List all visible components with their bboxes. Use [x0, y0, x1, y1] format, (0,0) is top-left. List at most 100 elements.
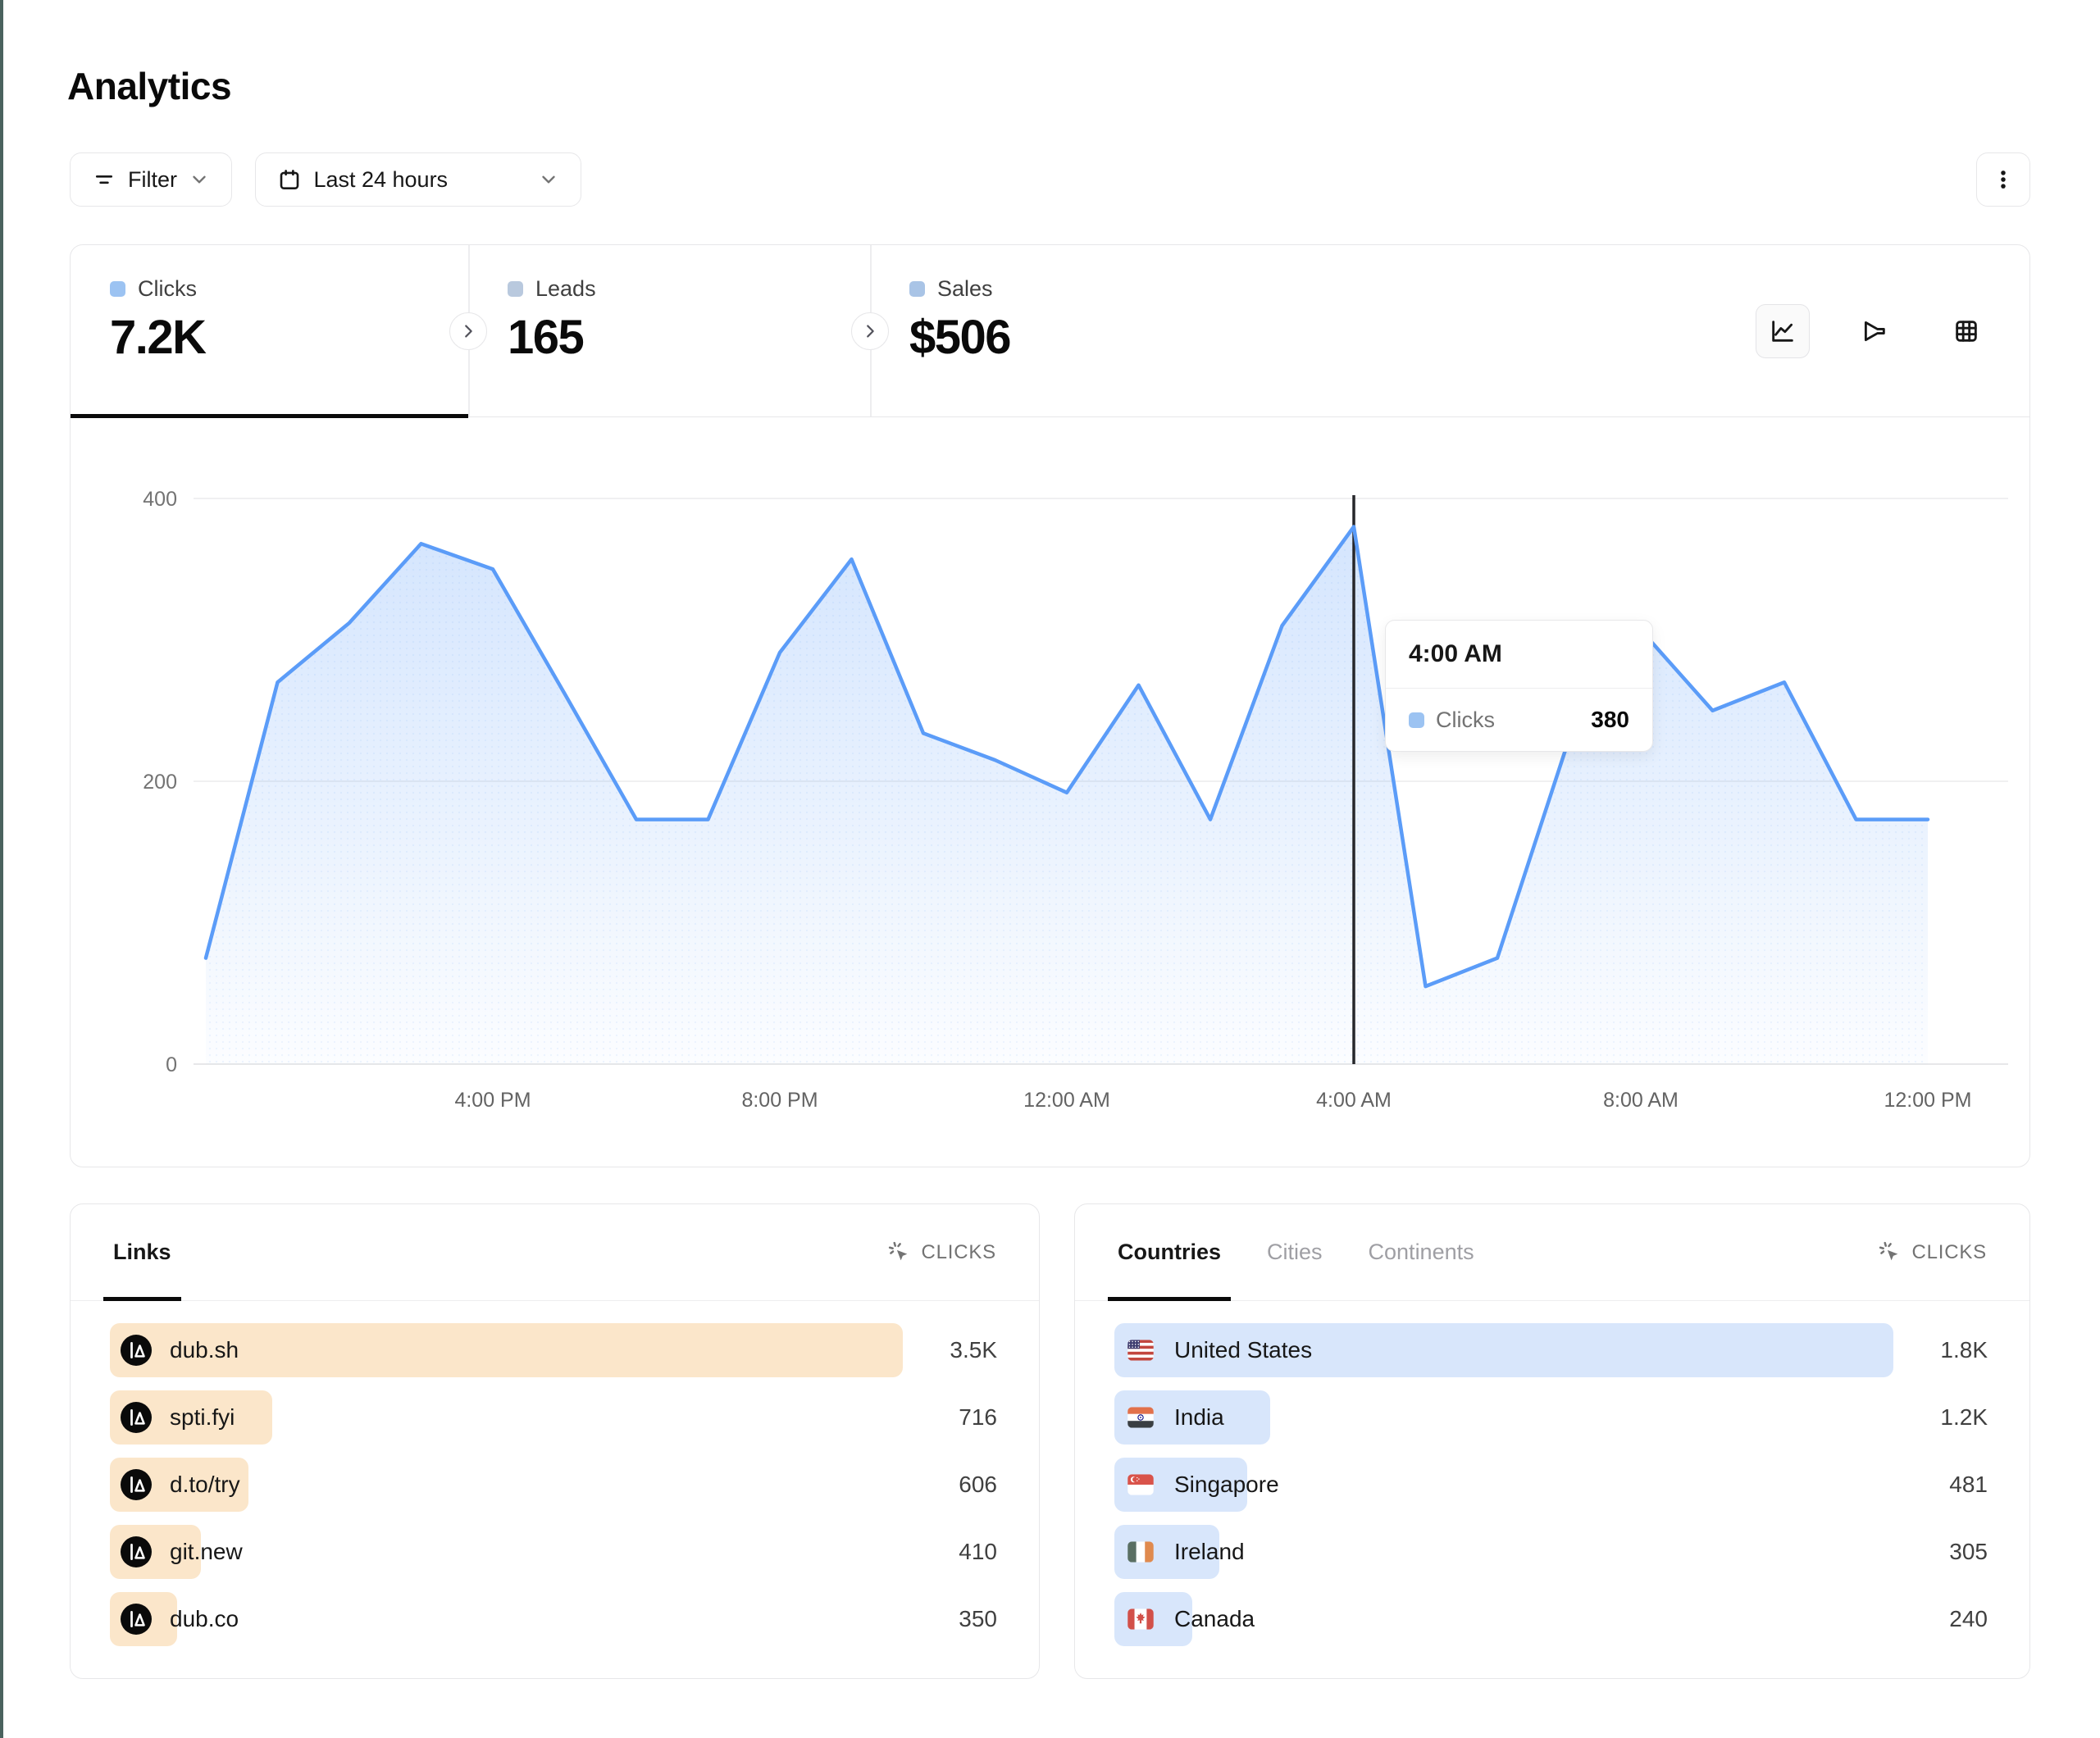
bar-row-value: 716 — [959, 1404, 997, 1430]
ie-flag-icon — [1125, 1536, 1156, 1567]
chevron-right-icon — [465, 325, 472, 338]
dub-logo-icon — [121, 1604, 152, 1635]
link-row[interactable]: dub.sh 3.5K — [110, 1323, 997, 1377]
bar-row-label: d.to/try — [170, 1472, 240, 1497]
tab-countries[interactable]: Countries — [1107, 1204, 1232, 1301]
link-row[interactable]: dub.co 350 — [110, 1592, 997, 1646]
expand-leads-button[interactable] — [449, 312, 487, 350]
bar-row-value: 1.8K — [1940, 1337, 1988, 1363]
tab-countries-label: Countries — [1118, 1240, 1222, 1264]
table-view-button[interactable] — [1939, 304, 1993, 358]
more-options-button[interactable] — [1976, 152, 2030, 207]
bar-row-value: 350 — [959, 1606, 997, 1631]
chevron-down-icon — [538, 169, 559, 190]
tab-cities-label: Cities — [1267, 1240, 1323, 1264]
link-row[interactable]: spti.fyi 716 — [110, 1390, 997, 1445]
tooltip-time: 4:00 AM — [1386, 621, 1652, 689]
countries-rows: United States 1.8K India 1.2K Singapore 481 Ir… — [1075, 1323, 2029, 1659]
country-row[interactable]: Canada 240 — [1114, 1592, 1988, 1646]
dub-logo-icon — [121, 1335, 152, 1366]
filter-button[interactable]: Filter — [70, 152, 232, 207]
bar-row-value: 606 — [959, 1472, 997, 1497]
bar-row-label: Ireland — [1174, 1539, 1245, 1564]
filter-icon — [92, 167, 116, 192]
tab-links[interactable]: Links — [103, 1204, 180, 1301]
funnel-icon — [1864, 321, 1885, 342]
clicks-timeseries-chart[interactable]: 0 200 400 4:00 PM 8:00 PM 12:00 AM 4:00 AM 8:00… — [71, 417, 2031, 1168]
links-panel-header: Links CLICKS — [71, 1204, 1039, 1301]
countries-panel: Countries Cities Continents CLICKS Unite… — [1074, 1203, 2030, 1679]
links-metric-label: CLICKS — [921, 1240, 996, 1263]
line-chart-icon — [1772, 321, 1793, 342]
funnel-view-button[interactable] — [1847, 304, 1902, 358]
stats-header: Clicks 7.2K Leads 165 Sales $506 — [71, 245, 2029, 418]
links-metric-sort[interactable]: CLICKS — [887, 1240, 997, 1265]
bar-row-value: 1.2K — [1940, 1404, 1988, 1430]
links-panel: Links CLICKS dub.sh 3.5K spti.fyi 716 d.to/t… — [70, 1203, 1040, 1679]
country-row[interactable]: Singapore 481 — [1114, 1458, 1988, 1512]
stat-value: 165 — [508, 311, 585, 364]
bar-row-label: dub.co — [170, 1606, 239, 1631]
sg-flag-icon — [1125, 1469, 1156, 1500]
stat-tab-sales[interactable]: Sales $506 — [870, 245, 1296, 416]
bar-row-label: United States — [1174, 1337, 1313, 1363]
stat-value: $506 — [909, 311, 1012, 364]
area-chart-svg: 0 200 400 4:00 PM 8:00 PM 12:00 AM 4:00 AM 8:00… — [143, 488, 2008, 1112]
dub-logo-icon — [121, 1469, 152, 1500]
stat-tab-leads[interactable]: Leads 165 — [468, 245, 870, 416]
bar-row-value: 481 — [1949, 1472, 1988, 1497]
dub-logo-icon — [121, 1536, 152, 1567]
tooltip-value: 380 — [1591, 707, 1629, 732]
y-axis-tick: 200 — [143, 771, 177, 794]
bar-row-value: 305 — [1949, 1539, 1988, 1564]
countries-metric-sort[interactable]: CLICKS — [1878, 1240, 1988, 1265]
dub-logo-icon — [121, 1402, 152, 1433]
stat-label: Sales — [937, 276, 993, 301]
ca-flag-icon — [1125, 1604, 1156, 1635]
country-row[interactable]: United States 1.8K — [1114, 1323, 1988, 1377]
y-axis-tick: 400 — [143, 488, 177, 511]
tab-continents-label: Continents — [1368, 1240, 1474, 1264]
countries-panel-header: Countries Cities Continents CLICKS — [1075, 1204, 2029, 1301]
analytics-chart-card: Clicks 7.2K Leads 165 Sales $506 — [70, 244, 2030, 1167]
bar-fill — [110, 1323, 903, 1377]
stat-tab-clicks[interactable]: Clicks 7.2K — [71, 245, 468, 418]
links-rows: dub.sh 3.5K spti.fyi 716 d.to/try 606 git.new 4… — [71, 1323, 1039, 1659]
cursor-click-icon — [888, 1241, 907, 1260]
bar-fill — [1114, 1323, 1893, 1377]
bar-row-value: 240 — [1949, 1606, 1988, 1631]
x-axis-tick: 8:00 AM — [1603, 1089, 1679, 1112]
tooltip-series-swatch — [1409, 712, 1424, 728]
stat-value: 7.2K — [110, 311, 207, 364]
tab-cities[interactable]: Cities — [1267, 1204, 1323, 1300]
page-title: Analytics — [67, 65, 232, 107]
tab-continents[interactable]: Continents — [1369, 1204, 1474, 1300]
x-axis-tick: 12:00 AM — [1023, 1089, 1110, 1112]
stat-label: Clicks — [138, 276, 197, 301]
chart-tooltip: 4:00 AM Clicks 380 — [1385, 620, 1653, 752]
x-axis-tick: 8:00 PM — [741, 1089, 818, 1112]
x-axis-tick: 4:00 AM — [1316, 1089, 1392, 1112]
leads-legend-swatch — [508, 281, 523, 297]
bar-row-label: India — [1174, 1404, 1224, 1430]
country-row[interactable]: Ireland 305 — [1114, 1525, 1988, 1579]
line-chart-view-button[interactable] — [1756, 304, 1810, 358]
cursor-click-icon — [1879, 1241, 1897, 1260]
page-edge-strip — [0, 0, 3, 1738]
calendar-icon — [277, 167, 302, 192]
bar-row-label: Singapore — [1174, 1472, 1279, 1497]
active-tab-underline — [71, 413, 468, 418]
filter-button-label: Filter — [128, 166, 177, 192]
bar-row-label: spti.fyi — [170, 1404, 235, 1430]
date-range-button[interactable]: Last 24 hours — [255, 152, 582, 207]
chart-view-toggle-group — [1756, 304, 1993, 358]
link-row[interactable]: git.new 410 — [110, 1525, 997, 1579]
chevron-down-icon — [189, 169, 210, 190]
bar-row-label: Canada — [1174, 1606, 1255, 1631]
expand-sales-button[interactable] — [851, 312, 889, 350]
date-range-label: Last 24 hours — [313, 166, 449, 192]
link-row[interactable]: d.to/try 606 — [110, 1458, 997, 1512]
y-axis-tick: 0 — [166, 1053, 177, 1076]
country-row[interactable]: India 1.2K — [1114, 1390, 1988, 1445]
